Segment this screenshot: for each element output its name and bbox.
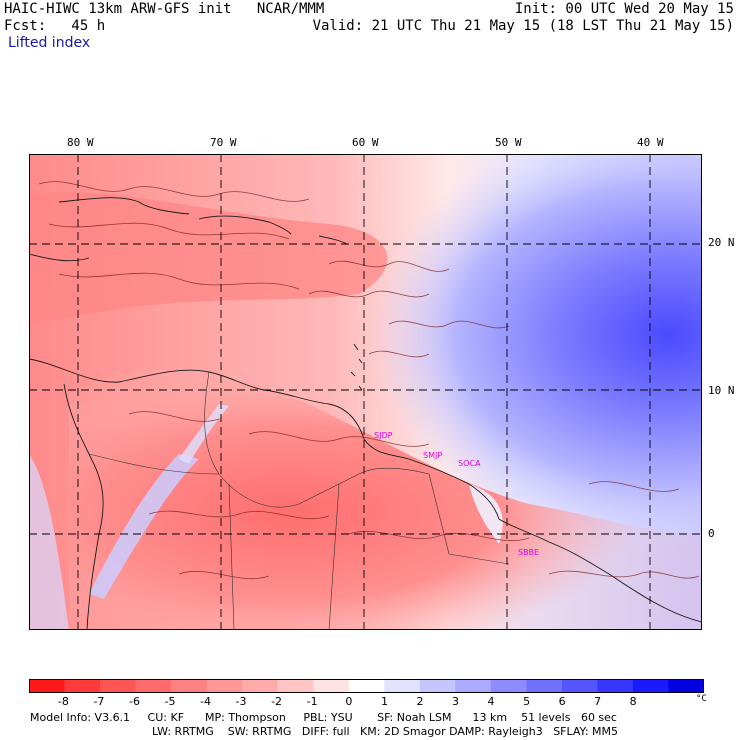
colorbar-swatch: [561, 679, 598, 693]
colorbar-swatch: [597, 679, 634, 693]
station-label: SBBE: [518, 548, 540, 557]
colorbar: [29, 679, 704, 693]
forecast-hour: Fcst: 45 h: [4, 18, 106, 34]
south-america-unstable: [69, 369, 702, 630]
colorbar-swatch: [455, 679, 492, 693]
station-label: SMJP: [423, 451, 443, 460]
contours: [38, 181, 700, 580]
colorbar-tick-label: -5: [164, 695, 176, 708]
colorbar-swatch: [348, 679, 385, 693]
colorbar-tick-label: 7: [594, 695, 602, 708]
colorbar-tick-label: -6: [128, 695, 140, 708]
colorbar-swatch: [384, 679, 421, 693]
lon-label: 60 W: [352, 136, 379, 149]
colorbar-swatch: [135, 679, 172, 693]
colorbar-swatch: [242, 679, 279, 693]
colorbar-tick-label: -2: [271, 695, 283, 708]
borders: [88, 371, 510, 630]
colorbar-tick-label: 3: [452, 695, 460, 708]
colorbar-unit: °C: [696, 694, 707, 704]
graticule: [29, 154, 702, 630]
init-time: Init: 00 UTC Wed 20 May 15: [514, 1, 734, 17]
field-name: Lifted index: [8, 35, 91, 51]
lat-label: 20 N: [708, 236, 735, 249]
colorbar-tick-label: 1: [380, 695, 388, 708]
lat-label: 10 N: [708, 384, 735, 397]
colorbar-swatch: [419, 679, 456, 693]
colorbar-swatch: [490, 679, 527, 693]
andes-stable-streak: [179, 404, 229, 464]
colorbar-swatch: [206, 679, 243, 693]
pacific-stable: [29, 454, 69, 630]
colorbar-tick-label: 4: [487, 695, 495, 708]
colorbar-tick-label: 5: [523, 695, 531, 708]
colorbar-tick-label: 6: [558, 695, 566, 708]
lon-label: 80 W: [67, 136, 94, 149]
model-info-line2: LW: RRTMG SW: RRTMG DIFF: full KM: 2D Sm…: [152, 725, 618, 738]
lifted-index-map: [29, 154, 702, 630]
station-label: SJDP: [374, 431, 393, 440]
model-info-line1: Model Info: V3.6.1 CU: KF MP: Thompson P…: [30, 711, 617, 724]
amazon-mouth-stable: [469, 484, 503, 544]
lon-label: 50 W: [495, 136, 522, 149]
colorbar-swatch: [64, 679, 101, 693]
lon-label: 70 W: [210, 136, 237, 149]
colorbar-tick-label: -7: [93, 695, 105, 708]
colorbar-tick-label: -8: [57, 695, 69, 708]
colorbar-swatch: [313, 679, 350, 693]
map-frame: [29, 154, 702, 630]
colorbar-frame: [29, 679, 704, 693]
andes-stable-streak: [89, 454, 199, 599]
colorbar-tick-label: -3: [235, 695, 247, 708]
model-title: HAIC-HIWC 13km ARW-GFS init NCAR/MMM: [4, 1, 325, 17]
colorbar-swatch: [668, 679, 704, 693]
valid-time: Valid: 21 UTC Thu 21 May 15 (18 LST Thu …: [312, 18, 734, 34]
station-label: SOCA: [458, 459, 481, 468]
colorbar-tick-label: 8: [629, 695, 637, 708]
colorbar-tick-label: 0: [345, 695, 353, 708]
colorbar-swatch: [100, 679, 137, 693]
colorbar-tick-label: -1: [306, 695, 318, 708]
colorbar-tick-label: -4: [200, 695, 211, 708]
colorbar-swatch: [171, 679, 208, 693]
caribbean-unstable-band: [29, 191, 388, 324]
colorbar-swatch: [277, 679, 314, 693]
colorbar-tick-label: 2: [416, 695, 424, 708]
lon-label: 40 W: [637, 136, 664, 149]
coastlines: [29, 197, 702, 630]
colorbar-swatch: [632, 679, 669, 693]
colorbar-swatch: [526, 679, 563, 693]
colorbar-swatch: [29, 679, 66, 693]
lat-label: 0: [708, 527, 715, 540]
